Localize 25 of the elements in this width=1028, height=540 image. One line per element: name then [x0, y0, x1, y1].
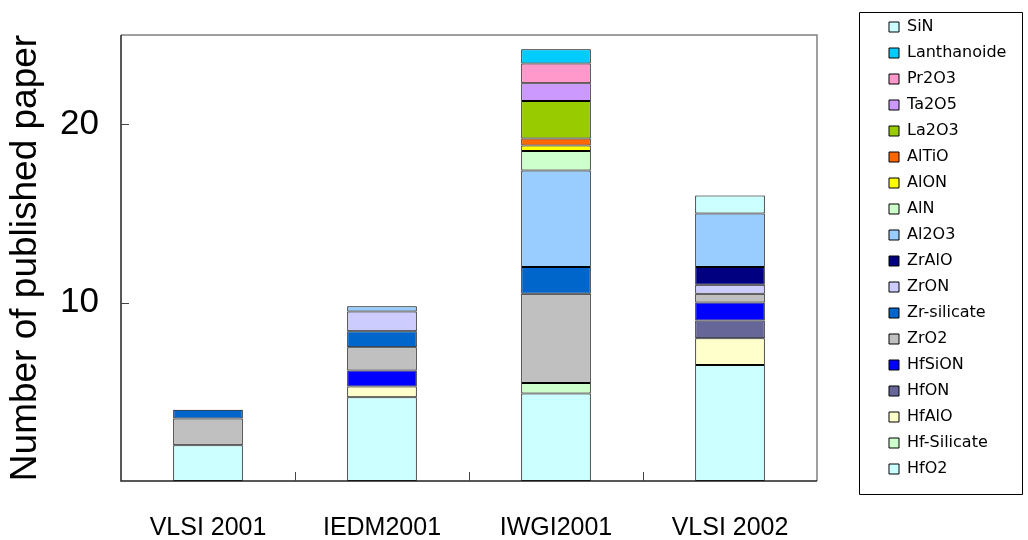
x-tick-label: VLSI 2001: [149, 511, 267, 540]
y-tick-label: 10: [60, 280, 99, 320]
y-axis-title: Number of published paper: [3, 34, 45, 482]
legend-label: HfO2: [907, 458, 948, 478]
legend-label: Al2O3: [907, 224, 956, 244]
legend-label: HfON: [907, 380, 950, 400]
legend-label: Ta2O5: [906, 94, 957, 114]
legend-label: Lanthanoide: [907, 42, 1007, 62]
y-tick-label: 20: [60, 101, 99, 141]
x-tick-label: VLSI 2002: [671, 511, 789, 540]
legend-label: Pr2O3: [907, 68, 956, 88]
x-tick-label: IWGI2001: [499, 511, 613, 540]
legend-label: HfAlO: [907, 406, 953, 426]
legend-label: HfSiON: [907, 354, 964, 374]
legend-label: SiN: [907, 16, 934, 36]
legend-label: Zr-silicate: [907, 302, 986, 322]
legend-label: AlTiO: [907, 146, 949, 166]
x-tick-label: IEDM2001: [322, 511, 442, 540]
legend-label: AlN: [907, 198, 935, 218]
legend-label: AlON: [907, 172, 947, 192]
legend-label: ZrON: [907, 276, 950, 296]
legend-label: La2O3: [907, 120, 959, 140]
legend-label: Hf-Silicate: [907, 432, 988, 452]
legend-label: ZrO2: [907, 328, 948, 348]
legend-label: ZrAlO: [907, 250, 953, 270]
